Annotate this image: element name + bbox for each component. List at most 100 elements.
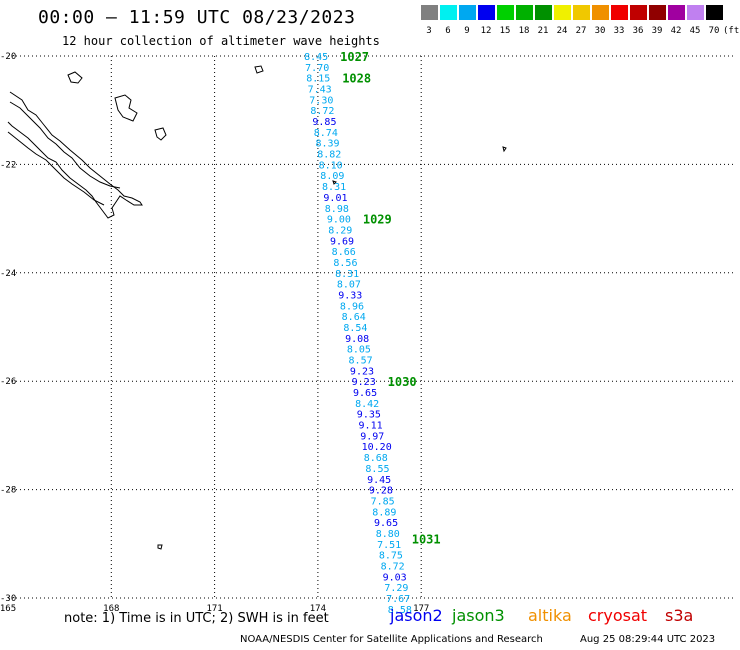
satellite-jason3-label: jason3 xyxy=(452,606,505,625)
legend-label: 36 xyxy=(632,26,644,36)
legend-label: 18 xyxy=(518,26,530,36)
wave-height-label: 7.85 xyxy=(371,496,395,507)
legend-swatch xyxy=(630,5,647,20)
legend-label: 9 xyxy=(464,26,470,36)
legend-swatch xyxy=(592,5,609,20)
lat-tick-label: -24 xyxy=(0,269,16,279)
satellite-s3a-label: s3a xyxy=(665,606,694,625)
page-subtitle: 12 hour collection of altimeter wave hei… xyxy=(62,34,380,48)
pass-time-label: 1028 xyxy=(342,72,371,86)
lon-tick-label: 177 xyxy=(413,604,429,614)
hunter-island xyxy=(502,146,507,153)
wave-height-label: 8.68 xyxy=(364,453,388,464)
wave-height-label: 9.69 xyxy=(330,236,354,247)
legend-swatch xyxy=(668,5,685,20)
lat-tick-label: -26 xyxy=(0,377,16,387)
legend-swatch xyxy=(535,5,552,20)
wave-height-label: 9.65 xyxy=(374,518,398,529)
wave-height-label: 9.97 xyxy=(360,431,384,442)
wave-height-label: 8.72 xyxy=(381,561,405,572)
legend-swatch xyxy=(497,5,514,20)
wave-height-label: 8.64 xyxy=(342,312,366,323)
wave-height-label: 8.39 xyxy=(315,139,339,150)
new-caledonia-inner-coast xyxy=(7,131,105,206)
wave-height-label: 8.74 xyxy=(314,128,338,139)
pass-time-label: 1029 xyxy=(363,213,392,227)
wave-height-label: 8.29 xyxy=(328,225,352,236)
loyalty-island-2 xyxy=(114,94,138,122)
legend-swatch xyxy=(440,5,457,20)
graticule: 165 168 171 174 177 -20 -22 -24 -26 -28 -30 xyxy=(0,52,736,614)
legend-swatch xyxy=(554,5,571,20)
legend-label: 70 xyxy=(708,26,720,36)
wave-height-label: 7.67 xyxy=(386,594,410,605)
satellite-track: 8.457.708.157.437.308.729.858.748.398.82… xyxy=(304,52,412,616)
loyalty-island-1 xyxy=(67,71,83,84)
walpole-island xyxy=(254,65,264,74)
lat-tick-label: -22 xyxy=(0,160,16,170)
legend-unit: (ft) xyxy=(723,26,740,36)
wave-height-label: 9.28 xyxy=(369,486,393,497)
legend-swatch xyxy=(573,5,590,20)
lon-tick-label: 165 xyxy=(0,604,16,614)
satellite-jason2-label: jason2 xyxy=(390,606,443,625)
generation-timestamp: Aug 25 08:29:44 UTC 2023 xyxy=(580,634,716,645)
matthew-island xyxy=(332,180,337,185)
new-caledonia-coastline xyxy=(7,91,143,219)
wave-height-label: 10.20 xyxy=(362,442,392,453)
wave-height-label: 9.01 xyxy=(323,193,347,204)
wave-height-label: 7.29 xyxy=(384,583,408,594)
legend-label: 33 xyxy=(613,26,625,36)
wave-height-label: 9.35 xyxy=(357,410,381,421)
loyalty-island-3 xyxy=(154,127,167,141)
legend-label: 27 xyxy=(575,26,587,36)
legend-label: 30 xyxy=(594,26,606,36)
wave-height-label: 8.55 xyxy=(365,464,389,475)
lon-tick-label: 174 xyxy=(310,604,326,614)
wave-height-label: 9.33 xyxy=(338,290,362,301)
credit-line: NOAA/NESDIS Center for Satellite Applica… xyxy=(240,634,543,645)
satellite-cryosat-label: cryosat xyxy=(588,606,648,625)
wave-height-label: 8.31 xyxy=(335,269,359,280)
wave-height-label: 8.56 xyxy=(333,258,357,269)
legend-label: 39 xyxy=(651,26,663,36)
legend-label: 6 xyxy=(445,26,451,36)
legend-swatch xyxy=(649,5,666,20)
legend-label: 24 xyxy=(556,26,568,36)
legend-swatch xyxy=(516,5,533,20)
wave-height-label: 8.58 xyxy=(388,605,412,616)
legend-label: 3 xyxy=(426,26,432,36)
wave-height-label: 8.80 xyxy=(376,529,400,540)
legend-swatch xyxy=(459,5,476,20)
lat-tick-label: -28 xyxy=(0,486,16,496)
legend-swatch xyxy=(687,5,704,20)
pass-time-label: 1030 xyxy=(388,375,417,389)
wave-height-label: 8.66 xyxy=(332,247,356,258)
wave-height-label: 7.70 xyxy=(305,63,329,74)
wave-height-label: 8.96 xyxy=(340,301,364,312)
wave-height-label: 8.82 xyxy=(317,150,341,161)
lon-tick-label: 171 xyxy=(206,604,222,614)
wave-height-label: 8.57 xyxy=(349,356,373,367)
legend-label: 21 xyxy=(537,26,549,36)
wave-height-label: 8.89 xyxy=(372,507,396,518)
wave-height-label: 9.85 xyxy=(312,117,336,128)
wave-height-label: 8.05 xyxy=(347,345,371,356)
legend-swatch xyxy=(421,5,438,20)
wave-height-label: 8.54 xyxy=(343,323,367,334)
wave-height-label: 8.15 xyxy=(306,74,330,85)
wave-height-label: 8.07 xyxy=(337,280,361,291)
wave-height-label: 9.08 xyxy=(345,334,369,345)
pass-time-label: 1031 xyxy=(412,532,441,546)
lat-tick-label: -20 xyxy=(0,52,16,62)
wave-height-label: 8.45 xyxy=(304,52,328,63)
wave-height-label: 7.30 xyxy=(309,95,333,106)
lat-tick-label: -30 xyxy=(0,594,16,604)
wave-height-label: 9.65 xyxy=(353,388,377,399)
coastline xyxy=(7,65,507,550)
wave-height-label: 9.23 xyxy=(350,366,374,377)
wave-height-label: 8.31 xyxy=(322,182,346,193)
legend-label: 45 xyxy=(689,26,701,36)
wave-height-label: 9.45 xyxy=(367,475,391,486)
